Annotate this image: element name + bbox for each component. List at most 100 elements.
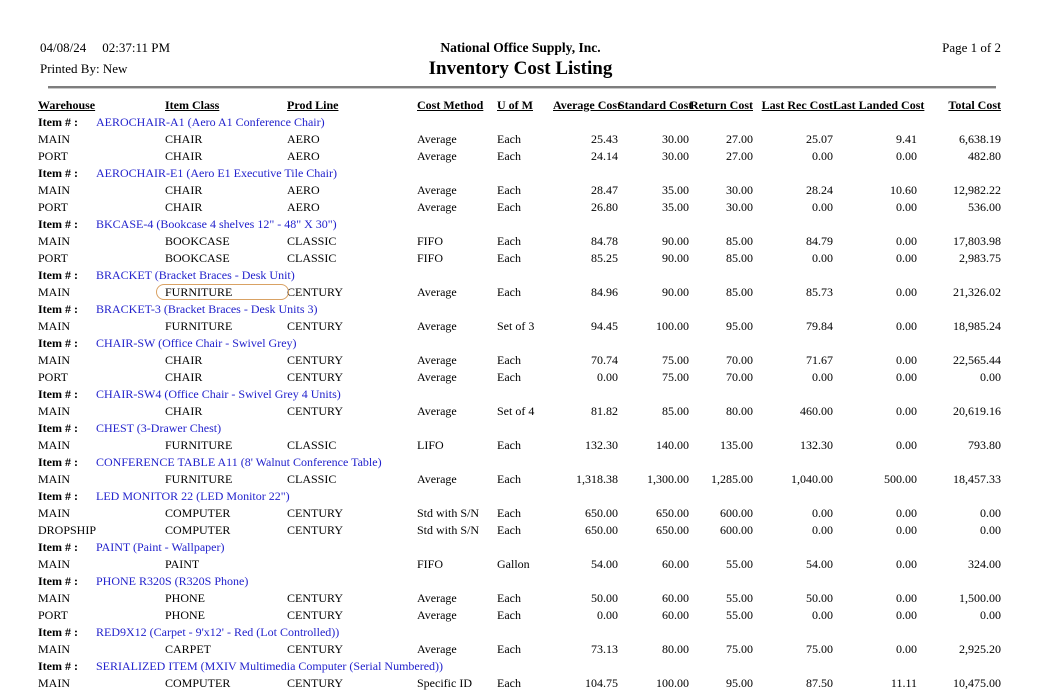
cell-prod-line: CENTURY [287,608,344,622]
item-number-label: Item # : [38,625,78,639]
warehouse-row: MAIN FURNITURE CENTURY Average Set of 3 94.45… [38,318,1001,335]
cell-last-landed-cost: 0.00 [896,319,917,333]
item-name-link[interactable]: BRACKET-3 (Bracket Braces - Desk Units 3… [96,302,318,316]
cell-last-landed-cost: 11.11 [890,676,917,690]
cell-return-cost: 27.00 [726,132,753,146]
cell-return-cost: 30.00 [726,200,753,214]
item-name-link[interactable]: PHONE R320S (R320S Phone) [96,574,249,588]
item-group-row: Item # : CONFERENCE TABLE A11 (8' Walnut … [38,454,1001,471]
item-name-link[interactable]: AEROCHAIR-A1 (Aero A1 Conference Chair) [96,115,325,129]
cell-warehouse: MAIN [38,404,70,418]
cell-last-rec-cost: 460.00 [800,404,833,418]
item-name-link[interactable]: BKCASE-4 (Bookcase 4 shelves 12" - 48" X… [96,217,337,231]
cell-last-rec-cost: 0.00 [812,506,833,520]
cell-return-cost: 95.00 [726,319,753,333]
cell-total-cost: 18,457.33 [953,472,1001,486]
cell-return-cost: 30.00 [726,183,753,197]
item-group-cell: Item # : BKCASE-4 (Bookcase 4 shelves 12"… [38,216,1001,233]
cell-prod-line: CENTURY [287,370,344,384]
cell-cost-method: Average [417,591,457,605]
item-name-link[interactable]: AEROCHAIR-E1 (Aero E1 Executive Tile Cha… [96,166,337,180]
cell-total-cost: 18,985.24 [953,319,1001,333]
warehouse-row: PORT BOOKCASE CLASSIC FIFO Each 85.25 90.00 85.… [38,250,1001,267]
item-group-cell: Item # : CHAIR-SW4 (Office Chair - Swivel… [38,386,1001,403]
cell-cost-method: Average [417,319,457,333]
cell-cost-method: Average [417,200,457,214]
cell-average-cost: 132.30 [585,438,618,452]
cell-total-cost: 21,326.02 [953,285,1001,299]
cell-prod-line: CENTURY [287,642,344,656]
cell-last-landed-cost: 0.00 [896,149,917,163]
item-number-label: Item # : [38,115,78,129]
cell-cost-method: Average [417,149,457,163]
cell-warehouse: MAIN [38,557,70,571]
warehouse-row: MAIN FURNITURE CLASSIC LIFO Each 132.30 140.00… [38,437,1001,454]
cell-average-cost: 84.96 [591,285,618,299]
cell-warehouse: PORT [38,251,68,265]
cell-prod-line: CLASSIC [287,438,337,452]
cell-warehouse: PORT [38,370,68,384]
item-name-link[interactable]: LED MONITOR 22 (LED Monitor 22") [96,489,290,503]
item-group-row: Item # : RED9X12 (Carpet - 9'x12' - Red (… [38,624,1001,641]
item-group-cell: Item # : BRACKET (Bracket Braces - Desk U… [38,267,1001,284]
cell-last-rec-cost: 79.84 [806,319,833,333]
item-group-row: Item # : BRACKET (Bracket Braces - Desk U… [38,267,1001,284]
cell-average-cost: 28.47 [591,183,618,197]
cell-cost-method: Average [417,183,457,197]
cell-average-cost: 650.00 [585,506,618,520]
cell-standard-cost: 60.00 [662,591,689,605]
item-name-link[interactable]: CHAIR-SW (Office Chair - Swivel Grey) [96,336,297,350]
cell-return-cost: 1,285.00 [711,472,753,486]
warehouse-row: MAIN CHAIR CENTURY Average Set of 4 81.82 85.0… [38,403,1001,420]
warehouse-row: MAIN FURNITURE CENTURY Average Each 84.96 90.0… [38,284,1001,301]
cell-return-cost: 70.00 [726,370,753,384]
cell-uom: Each [497,523,521,537]
cell-last-landed-cost: 0.00 [896,438,917,452]
cell-uom: Each [497,353,521,367]
item-name-link[interactable]: CHEST (3-Drawer Chest) [96,421,222,435]
cell-last-landed-cost: 0.00 [896,608,917,622]
item-name-link[interactable]: PAINT (Paint - Wallpaper) [96,540,225,554]
item-number-label: Item # : [38,421,78,435]
cell-uom: Set of 3 [497,319,535,333]
cell-total-cost: 20,619.16 [953,404,1001,418]
item-number-label: Item # : [38,489,78,503]
item-group-cell: Item # : RED9X12 (Carpet - 9'x12' - Red (… [38,624,1001,641]
cell-standard-cost: 90.00 [662,234,689,248]
warehouse-row: PORT CHAIR AERO Average Each 26.80 35.00 30.00 0… [38,199,1001,216]
cell-last-landed-cost: 0.00 [896,591,917,605]
cell-total-cost: 0.00 [980,506,1001,520]
cell-standard-cost: 100.00 [656,676,689,690]
item-name-link[interactable]: RED9X12 (Carpet - 9'x12' - Red (Lot Cont… [96,625,340,639]
item-group-row: Item # : PAINT (Paint - Wallpaper) [38,539,1001,556]
item-name-link[interactable]: CHAIR-SW4 (Office Chair - Swivel Grey 4 … [96,387,341,401]
cell-cost-method: LIFO [417,438,444,452]
item-name-link[interactable]: BRACKET (Bracket Braces - Desk Unit) [96,268,295,282]
cell-average-cost: 81.82 [591,404,618,418]
cell-return-cost: 55.00 [726,557,753,571]
cell-standard-cost: 35.00 [662,183,689,197]
item-group-cell: Item # : BRACKET-3 (Bracket Braces - Desk… [38,301,1001,318]
col-header-item-class: Item Class [165,98,220,112]
warehouse-row: PORT CHAIR CENTURY Average Each 0.00 75.00 70.0… [38,369,1001,386]
item-group-cell: Item # : CONFERENCE TABLE A11 (8' Walnut … [38,454,1001,471]
cell-item-class[interactable]: FURNITURE [156,284,289,301]
cell-last-landed-cost: 0.00 [896,404,917,418]
cell-last-rec-cost: 0.00 [812,523,833,537]
item-name-link[interactable]: SERIALIZED ITEM (MXIV Multimedia Compute… [96,659,444,673]
warehouse-row: PORT PHONE CENTURY Average Each 0.00 60.00 55.0… [38,607,1001,624]
cell-uom: Each [497,438,521,452]
cell-prod-line [287,556,417,573]
item-name-link[interactable]: CONFERENCE TABLE A11 (8' Walnut Conferen… [96,455,382,469]
cell-last-rec-cost: 87.50 [806,676,833,690]
cell-last-rec-cost: 0.00 [812,370,833,384]
cell-return-cost: 85.00 [726,234,753,248]
printed-by-label: Printed By: [40,61,100,76]
cell-standard-cost: 35.00 [662,200,689,214]
cell-item-class: CHAIR [165,353,203,367]
cell-return-cost: 55.00 [726,608,753,622]
cell-average-cost: 24.14 [591,149,618,163]
cell-item-class: CHAIR [165,200,203,214]
item-number-label: Item # : [38,268,78,282]
cell-return-cost: 70.00 [726,353,753,367]
